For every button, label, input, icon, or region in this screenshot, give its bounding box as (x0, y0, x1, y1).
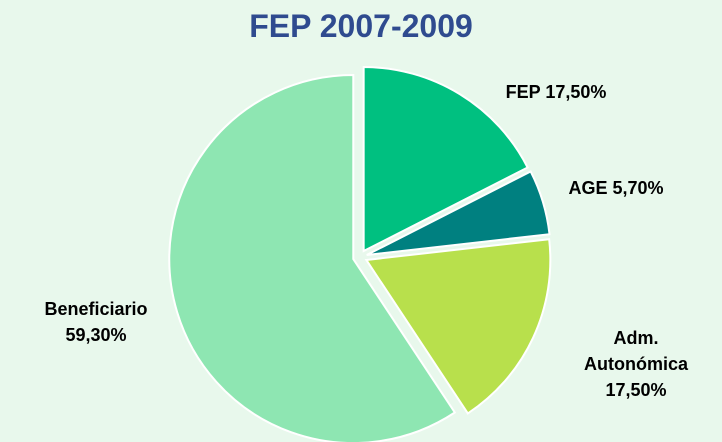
pie-slice (366, 170, 551, 256)
slice-label: Beneficiario 59,30% (11, 296, 181, 348)
category-label: Adm. Autonómica (583, 328, 688, 374)
value-label: 5,70% (612, 178, 664, 198)
slice-label: AGE 5,70% (536, 175, 696, 201)
value-label: 17,50% (605, 380, 667, 400)
category-label: FEP (505, 82, 541, 102)
value-label: 59,30% (65, 325, 127, 345)
pie-slice (168, 74, 457, 442)
category-label: AGE (568, 178, 608, 198)
slice-label: Adm. Autonómica 17,50% (571, 325, 701, 403)
category-label: Beneficiario (44, 299, 148, 319)
pie-slice (364, 238, 552, 415)
chart-title: FEP 2007-2009 (249, 8, 473, 44)
pie-slice (362, 66, 529, 253)
value-label: 17,50% (545, 82, 607, 102)
slice-label: FEP 17,50% (456, 79, 656, 105)
